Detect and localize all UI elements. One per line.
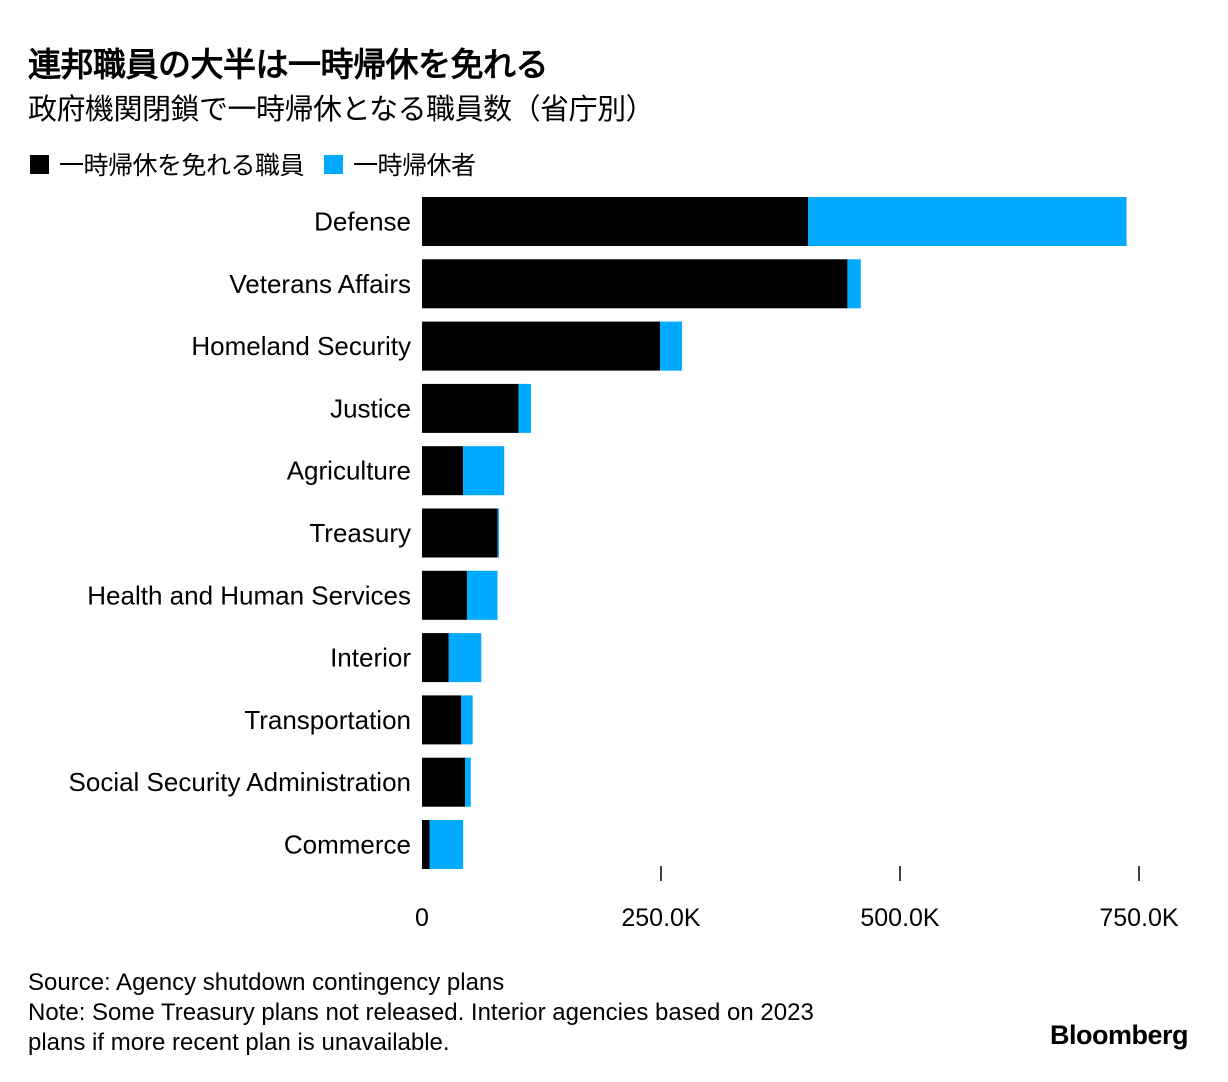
- legend-item-furloughed: 一時帰休者: [324, 146, 476, 182]
- category-label-health-and-human-services: Health and Human Services: [87, 580, 411, 610]
- bar-justice-furloughed: [518, 383, 531, 433]
- tick-label-500-0k: 500.0K: [860, 904, 940, 932]
- bar-homeland-security-exempt: [422, 321, 661, 371]
- category-label-homeland-security: Homeland Security: [191, 331, 411, 361]
- bar-interior-exempt: [422, 633, 449, 683]
- bar-chart: Defense Veterans Affairs Homeland Security…: [69, 197, 1179, 932]
- bar-homeland-security-furloughed: [660, 321, 683, 371]
- legend-swatch-exempt: [30, 154, 49, 174]
- bar-health-and-human-services-furloughed: [466, 570, 498, 620]
- bar-transportation-furloughed: [461, 695, 473, 745]
- category-label-treasury: Treasury: [309, 518, 411, 548]
- bar-commerce-exempt: [422, 820, 430, 869]
- category-label-social-security-administration: Social Security Administration: [69, 767, 411, 797]
- legend-swatch-furloughed: [324, 154, 344, 174]
- bar-social-security-administration-exempt: [422, 757, 466, 807]
- bar-treasury-furloughed: [497, 508, 499, 558]
- bar-commerce-furloughed: [429, 820, 464, 869]
- category-label-interior: Interior: [330, 643, 411, 673]
- bar-treasury-exempt: [422, 508, 498, 558]
- category-label-justice: Justice: [330, 393, 411, 423]
- category-label-defense: Defense: [314, 207, 411, 237]
- tick-label-0: 0: [415, 904, 429, 932]
- tick-label-250-0k: 250.0K: [621, 904, 701, 932]
- note-line-2: plans if more recent plan is unavailable…: [28, 1029, 450, 1056]
- legend-label-furloughed: 一時帰休者: [353, 151, 476, 180]
- bar-justice-exempt: [422, 383, 519, 433]
- bar-social-security-administration-furloughed: [465, 757, 471, 807]
- bar-agriculture-furloughed: [463, 446, 505, 496]
- chart-title: 連邦職員の大半は一時帰休を免れる: [28, 45, 549, 84]
- category-label-agriculture: Agriculture: [287, 456, 411, 486]
- category-label-transportation: Transportation: [244, 705, 411, 735]
- bar-agriculture-exempt: [422, 446, 464, 496]
- source-notes: Source: Agency shutdown contingency plan…: [28, 968, 814, 1058]
- bar-transportation-exempt: [422, 695, 462, 745]
- bar-defense-exempt: [422, 197, 809, 246]
- bar-defense-furloughed: [808, 197, 1127, 246]
- legend: 一時帰休を免れる職員 一時帰休者: [30, 146, 496, 182]
- legend-label-exempt: 一時帰休を免れる職員: [59, 151, 305, 180]
- tick-label-750-0k: 750.0K: [1099, 904, 1179, 932]
- bloomberg-logo: Bloomberg: [1049, 1020, 1189, 1050]
- note-line-1: Note: Some Treasury plans not released. …: [28, 999, 814, 1026]
- category-label-commerce: Commerce: [284, 830, 411, 860]
- legend-item-exempt: 一時帰休を免れる職員: [30, 146, 305, 182]
- bar-veterans-affairs-furloughed: [847, 259, 861, 309]
- bar-veterans-affairs-exempt: [422, 259, 848, 309]
- source-text: Source: Agency shutdown contingency plan…: [28, 969, 505, 996]
- bar-interior-furloughed: [448, 633, 482, 683]
- bar-health-and-human-services-exempt: [422, 570, 467, 620]
- chart-subtitle: 政府機関閉鎖で一時帰休となる職員数（省庁別）: [28, 92, 655, 126]
- category-label-veterans-affairs: Veterans Affairs: [229, 269, 411, 299]
